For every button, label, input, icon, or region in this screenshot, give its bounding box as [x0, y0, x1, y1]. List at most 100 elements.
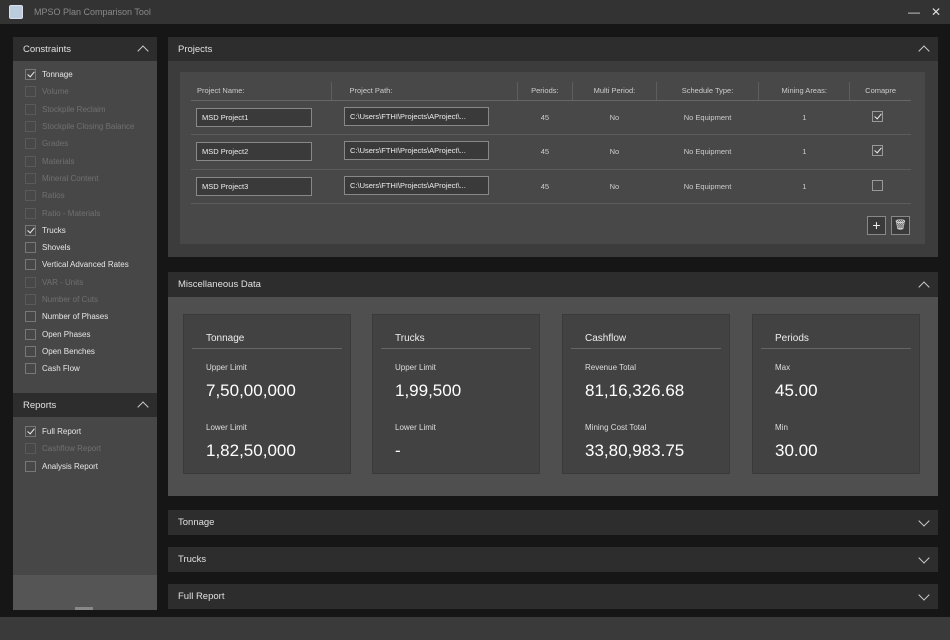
checkbox-volume: Volume: [13, 83, 157, 100]
checkbox-label: Ratio - Materials: [42, 208, 101, 218]
summary-card-tonnage: Tonnage Upper Limit 7,50,00,000 Lower Li…: [183, 314, 351, 474]
compare-checkbox[interactable]: [871, 179, 883, 191]
checkbox: [25, 155, 36, 167]
checkbox[interactable]: [25, 460, 36, 472]
checkbox-ratios: Ratios: [13, 187, 157, 204]
project-path-input[interactable]: C:\Users\FTHI\Projects\AProject\...: [344, 141, 489, 161]
checkbox[interactable]: [25, 224, 36, 236]
multi-period-cell: No: [572, 100, 657, 135]
chevron-down-icon[interactable]: [918, 551, 930, 564]
project-path-input[interactable]: C:\Users\FTHI\Projects\AProject\...: [344, 175, 489, 195]
checkbox[interactable]: [25, 426, 36, 438]
card-label: Lower Limit: [395, 423, 436, 432]
table-row: MSD Project3 C:\Users\FTHI\Projects\APro…: [191, 169, 911, 204]
section-full-report[interactable]: Full Report: [168, 584, 938, 609]
checkbox-ratio-materials: Ratio - Materials: [13, 204, 157, 221]
table-row: MSD Project1 C:\Users\FTHI\Projects\APro…: [191, 100, 911, 135]
projects-header[interactable]: Projects: [168, 37, 938, 61]
column-header: Multi Period:: [572, 82, 657, 101]
checkbox-open-benches[interactable]: Open Benches: [13, 343, 157, 360]
checkbox[interactable]: [25, 328, 36, 340]
misc-header[interactable]: Miscellaneous Data: [168, 272, 938, 297]
compare-checkbox[interactable]: [871, 110, 883, 122]
project-name-input[interactable]: MSD Project1: [196, 107, 312, 127]
checkbox[interactable]: [25, 345, 36, 357]
checkbox-label: Trucks: [42, 225, 66, 235]
checkbox-vertical-advanced-rates[interactable]: Vertical Advanced Rates: [13, 256, 157, 273]
checkbox-cash-flow[interactable]: Cash Flow: [13, 360, 157, 377]
checkbox: [25, 276, 36, 288]
reports-list: Full Report Cashflow Report Analysis Repor…: [13, 423, 157, 475]
card-label: Min: [775, 423, 788, 432]
card-title: Trucks: [395, 333, 425, 344]
chevron-up-icon[interactable]: [918, 280, 930, 293]
checkbox-trucks[interactable]: Trucks: [13, 222, 157, 239]
card-value: 1,82,50,000: [206, 441, 296, 460]
checkbox-stockpile-closing-balance: Stockpile Closing Balance: [13, 118, 157, 135]
add-project-button[interactable]: +: [867, 216, 886, 235]
chevron-down-icon[interactable]: [918, 514, 930, 527]
periods-cell: 45: [517, 169, 573, 204]
card-label: Mining Cost Total: [585, 423, 647, 432]
left-panel-footer: [13, 575, 157, 610]
checkbox-var-units: VAR - Units: [13, 274, 157, 291]
card-value: 81,16,326.68: [585, 381, 685, 400]
checkbox: [25, 86, 36, 98]
mining-areas-cell: 1: [758, 169, 850, 204]
checkbox: [25, 138, 36, 150]
checkbox-mineral-content: Mineral Content: [13, 170, 157, 187]
chevron-down-icon[interactable]: [918, 588, 930, 601]
checkbox-shovels[interactable]: Shovels: [13, 239, 157, 256]
checkbox-analysis-report[interactable]: Analysis Report: [13, 458, 157, 475]
card-label: Lower Limit: [206, 423, 247, 432]
constraints-title: Constraints: [23, 43, 72, 55]
column-header: Schedule Type:: [655, 82, 759, 101]
checkbox-label: Analysis Report: [42, 461, 99, 471]
compare-checkbox[interactable]: [871, 145, 883, 157]
checkbox-label: Open Phases: [42, 329, 91, 339]
chevron-up-icon[interactable]: [137, 45, 149, 57]
checkbox-stockpile-reclaim: Stockpile Reclaim: [13, 101, 157, 118]
project-path-input[interactable]: C:\Users\FTHI\Projects\AProject\...: [344, 106, 489, 126]
checkbox-full-report[interactable]: Full Report: [13, 423, 157, 440]
checkbox[interactable]: [25, 311, 36, 323]
section-title: Trucks: [178, 554, 207, 565]
section-title: Tonnage: [178, 517, 215, 528]
constraints-header[interactable]: Constraints: [13, 37, 157, 61]
misc-title: Miscellaneous Data: [178, 279, 261, 290]
card-value: 7,50,00,000: [206, 381, 296, 400]
card-title: Periods: [775, 333, 809, 344]
project-name-input[interactable]: MSD Project3: [196, 176, 312, 196]
checkbox[interactable]: [25, 242, 36, 254]
checkbox-tonnage[interactable]: Tonnage: [13, 66, 157, 83]
projects-table-container: Project Name: Project Path: Periods: Multi …: [180, 72, 925, 244]
checkbox-grades: Grades: [13, 135, 157, 152]
checkbox-open-phases[interactable]: Open Phases: [13, 325, 157, 342]
checkbox-label: Stockpile Closing Balance: [42, 122, 135, 132]
resize-grip[interactable]: [75, 607, 93, 610]
checkbox-number-of-phases[interactable]: Number of Phases: [13, 308, 157, 325]
project-name-input[interactable]: MSD Project2: [196, 142, 312, 162]
reports-header[interactable]: Reports: [13, 393, 157, 417]
checkbox: [25, 190, 36, 202]
card-label: Upper Limit: [395, 363, 436, 372]
minimize-button[interactable]: —: [908, 5, 920, 19]
checkbox: [25, 443, 36, 455]
close-button[interactable]: ✕: [930, 5, 942, 19]
chevron-up-icon[interactable]: [918, 45, 930, 57]
summary-card-periods: Periods Max 45.00 Min 30.00: [752, 314, 920, 474]
delete-project-button[interactable]: 🗑: [891, 216, 910, 235]
section-tonnage[interactable]: Tonnage: [168, 510, 938, 535]
checkbox-label: Vertical Advanced Rates: [42, 260, 129, 270]
checkbox[interactable]: [25, 259, 36, 271]
section-trucks[interactable]: Trucks: [168, 547, 938, 572]
checkbox-label: Stockpile Reclaim: [42, 104, 106, 114]
summary-card-cashflow: Cashflow Revenue Total 81,16,326.68 Mini…: [562, 314, 730, 474]
card-label: Revenue Total: [585, 363, 636, 372]
checkbox-label: Cash Flow: [42, 364, 80, 374]
window-title: MPSO Plan Comparison Tool: [34, 7, 151, 17]
checkbox[interactable]: [25, 363, 36, 375]
chevron-up-icon[interactable]: [137, 401, 149, 413]
status-bar: [0, 617, 950, 640]
checkbox[interactable]: [25, 69, 36, 81]
